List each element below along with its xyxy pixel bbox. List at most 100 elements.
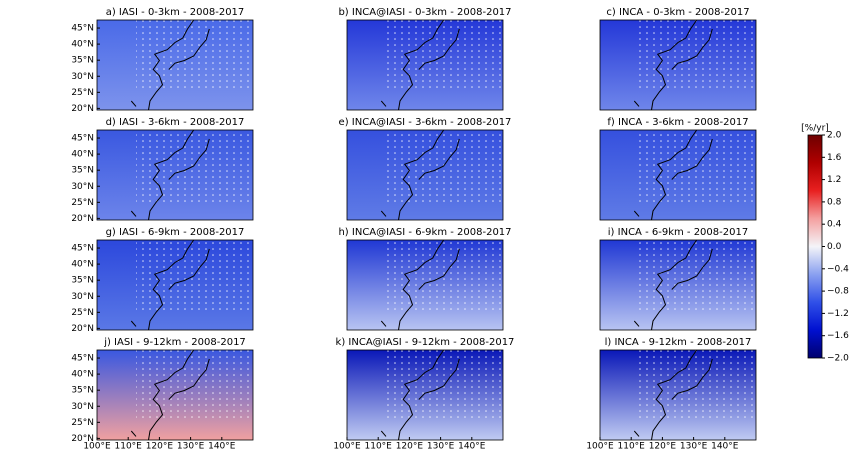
colorbar-tick-label: 0.0 [827,242,842,252]
colorbar-tick-label: −1.2 [827,309,849,319]
colorbar-tick-label: −1.6 [827,331,849,341]
panel-title: g) IASI - 6-9km - 2008-2017 [106,227,245,238]
lat-tick-label: 40°N [71,150,94,160]
lat-tick-label: 35°N [71,386,94,396]
map-frame [96,19,254,111]
stippling [386,350,503,422]
lat-tick-label: 30°N [71,292,94,302]
lon-tick-label: 120°E [146,442,174,450]
coastline [130,349,210,441]
coastline [633,129,713,221]
lat-tick-label: 45°N [71,244,94,254]
stippling [639,350,756,422]
lon-tick-label: 120°E [649,442,677,450]
panel-title: c) INCA - 0-3km - 2008-2017 [606,7,749,18]
colorbar-tick-label: 0.8 [827,197,842,207]
stippling [136,240,253,312]
lon-tick-label: 130°E [177,442,205,450]
lon-tick-label: 110°E [365,442,393,450]
coastline [633,19,713,111]
panel-title: d) IASI - 3-6km - 2008-2017 [106,117,245,128]
map-frame [96,129,254,221]
panel-title: f) INCA - 3-6km - 2008-2017 [607,117,748,128]
map-frame [599,129,757,221]
coastline [130,129,210,221]
stippling [639,240,756,312]
lon-tick-label: 110°E [115,442,143,450]
lat-tick-label: 25°N [71,308,94,318]
lon-tick-label: 120°E [396,442,424,450]
map-frame [346,129,504,221]
lon-tick-label: 110°E [618,442,646,450]
lat-tick-label: 45°N [71,134,94,144]
colorbar-label: [%/yr] [801,124,829,134]
colorbar-tick-label: 0.4 [827,220,842,230]
map-frame [96,349,254,441]
lat-tick-label: 20°N [71,324,94,334]
lat-tick-label: 20°N [71,104,94,114]
lat-tick-label: 30°N [71,182,94,192]
stippling [386,130,503,202]
panel-title: k) INCA@IASI - 9-12km - 2008-2017 [336,337,515,348]
lat-tick-label: 30°N [71,402,94,412]
stippling [639,130,756,202]
coastline [633,349,713,441]
lon-tick-label: 100°E [586,442,614,450]
panel-title: i) INCA - 6-9km - 2008-2017 [608,227,748,238]
colorbar-tick-label: 2.0 [827,131,842,141]
lon-tick-label: 140°E [711,442,739,450]
colorbar-tick-label: −2.0 [827,354,849,364]
panel-title: e) INCA@IASI - 3-6km - 2008-2017 [339,117,512,128]
panel-title: a) IASI - 0-3km - 2008-2017 [106,7,245,18]
lon-tick-label: 140°E [208,442,236,450]
lat-tick-label: 30°N [71,72,94,82]
lon-tick-label: 130°E [680,442,708,450]
map-frame [599,349,757,441]
panel-title: h) INCA@IASI - 6-9km - 2008-2017 [338,227,511,238]
lat-tick-label: 25°N [71,418,94,428]
colorbar-tick-label: −0.8 [827,287,849,297]
map-frame [346,239,504,331]
stippling [136,130,253,202]
lat-tick-label: 25°N [71,198,94,208]
stippling [386,240,503,312]
map-frame [599,239,757,331]
lat-tick-label: 40°N [71,260,94,270]
lat-tick-label: 25°N [71,88,94,98]
colorbar-tick-label: −0.4 [827,264,849,274]
panel-title: j) IASI - 9-12km - 2008-2017 [103,337,246,348]
map-frame [346,349,504,441]
coastline [130,239,210,331]
coastline [633,239,713,331]
coastline [380,239,460,331]
panel-title: l) INCA - 9-12km - 2008-2017 [605,337,752,348]
lat-tick-label: 20°N [71,214,94,224]
stippling [136,20,253,92]
lon-tick-label: 100°E [83,442,111,450]
coastline [130,19,210,111]
lat-tick-label: 35°N [71,166,94,176]
lat-tick-label: 35°N [71,276,94,286]
coastline [380,19,460,111]
lon-tick-label: 140°E [458,442,486,450]
lat-tick-label: 35°N [71,56,94,66]
lon-tick-label: 130°E [427,442,455,450]
lat-tick-label: 40°N [71,40,94,50]
colorbar [807,134,823,359]
colorbar-tick-label: 1.2 [827,175,841,185]
map-frame [346,19,504,111]
stippling [639,20,756,92]
stippling [136,350,253,422]
lon-tick-label: 100°E [333,442,361,450]
coastline [380,349,460,441]
lat-tick-label: 45°N [71,24,94,34]
lat-tick-label: 40°N [71,370,94,380]
coastline [380,129,460,221]
map-frame [599,19,757,111]
map-frame [96,239,254,331]
colorbar-tick-label: 1.6 [827,153,842,163]
panel-title: b) INCA@IASI - 0-3km - 2008-2017 [338,7,511,18]
stippling [386,20,503,92]
lat-tick-label: 20°N [71,434,94,444]
